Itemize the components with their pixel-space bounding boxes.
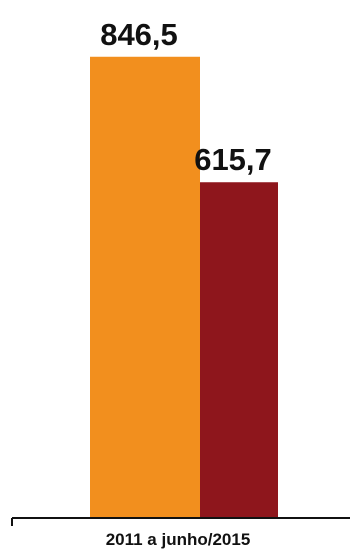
x-category-label: 2011 a junho/2015 [106,530,251,549]
bar-series-1 [90,56,200,518]
value-label-series-1: 846,5 [100,17,178,52]
value-labels-group: 615,7 846,5 [100,17,272,177]
value-label-series-2: 615,7 [194,142,272,177]
bars-group [90,56,278,518]
